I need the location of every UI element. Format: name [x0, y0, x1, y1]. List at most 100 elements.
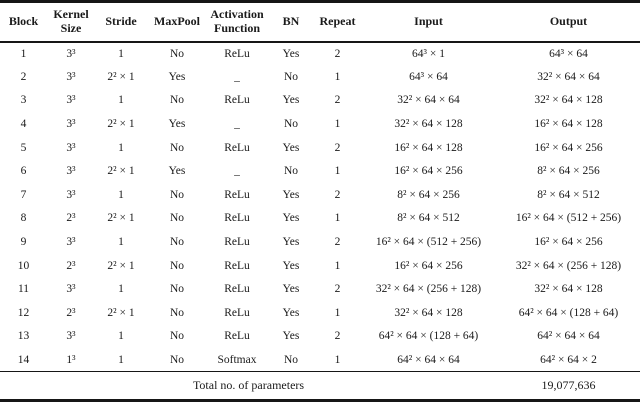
cell-input: 32² × 64 × (256 + 128): [375, 283, 482, 296]
cell-repeat: 1: [334, 306, 341, 319]
cell-repeat: 1: [334, 118, 341, 131]
cell-input: 64³ × 1: [412, 47, 445, 60]
cell-maxpool: Yes: [168, 70, 186, 83]
cell-activation-function: ReLu: [224, 259, 250, 272]
cell-repeat: 2: [334, 283, 341, 296]
cell-bn: Yes: [282, 306, 300, 319]
table-row: 14 1³ 1 No Softmax No 1 64² × 64 × 64 64² × 64 ×…: [0, 348, 640, 372]
cell-input: 8² × 64 × 512: [397, 212, 460, 225]
cell-maxpool: No: [169, 212, 185, 225]
column-header-block: Block: [0, 1, 47, 43]
cell-repeat: 2: [334, 141, 341, 154]
cell-activation-function: ReLu: [224, 188, 250, 201]
cell-bn: Yes: [282, 47, 300, 60]
column-header-input: Input: [360, 1, 497, 43]
header-row: Block Kernel Size Stride MaxPool Activat…: [0, 1, 640, 43]
column-header-maxpool: MaxPool: [147, 1, 207, 43]
cell-maxpool: No: [169, 188, 185, 201]
table-row: 9 3³ 1 No ReLu Yes 2 16² × 64 × (512 + 256) 16² …: [0, 230, 640, 254]
cell-input: 64² × 64 × 64: [397, 353, 460, 366]
table-row: 2 3³ 2² × 1 Yes _ No 1 64³ × 64 32² × 64 × 64: [0, 65, 640, 89]
table-row: 10 2³ 2² × 1 No ReLu Yes 1 16² × 64 × 256 32² × …: [0, 254, 640, 278]
cell-bn: Yes: [282, 94, 300, 107]
cell-kernel-size: 3³: [66, 141, 76, 154]
cell-repeat: 2: [334, 188, 341, 201]
cell-stride: 1: [118, 236, 124, 249]
cell-block: 2: [20, 70, 27, 83]
cell-kernel-size: 3³: [66, 236, 76, 249]
cell-block: 6: [20, 165, 27, 178]
cell-block: 13: [17, 330, 30, 343]
cell-repeat: 2: [334, 47, 341, 60]
table-row: 12 2³ 2² × 1 No ReLu Yes 1 32² × 64 × 128 64² × …: [0, 301, 640, 325]
cell-maxpool: No: [169, 141, 185, 154]
column-header-bn: BN: [267, 1, 315, 43]
cell-output: 32² × 64 × 64: [537, 70, 600, 83]
cell-stride: 2² × 1: [107, 70, 135, 83]
cell-stride: 2² × 1: [107, 259, 135, 272]
table-header: Block Kernel Size Stride MaxPool Activat…: [0, 1, 640, 43]
cell-stride: 1: [118, 47, 124, 60]
cell-block: 8: [20, 212, 27, 225]
cell-maxpool: No: [169, 259, 185, 272]
cell-block: 10: [17, 259, 30, 272]
table-row: 13 3³ 1 No ReLu Yes 2 64² × 64 × (128 + 64) 64² …: [0, 325, 640, 349]
cell-activation-function: Softmax: [217, 353, 257, 366]
table-row: 1 3³ 1 No ReLu Yes 2 64³ × 1 64³ × 64: [0, 42, 640, 66]
cell-bn: No: [283, 118, 299, 131]
cell-block: 5: [20, 141, 27, 154]
cell-kernel-size: 2³: [66, 306, 76, 319]
cell-maxpool: Yes: [168, 165, 186, 178]
cell-bn: Yes: [282, 188, 300, 201]
cell-maxpool: No: [169, 94, 185, 107]
cell-output: 32² × 64 × 128: [534, 94, 603, 107]
cell-block: 12: [17, 306, 30, 319]
cell-input: 16² × 64 × 128: [394, 141, 463, 154]
column-header-kernel-size: Kernel Size: [47, 1, 95, 43]
cell-bn: No: [283, 165, 299, 178]
cell-bn: Yes: [282, 141, 300, 154]
column-header-output: Output: [497, 1, 640, 43]
cell-output: 64² × 64 × (128 + 64): [518, 306, 619, 319]
cell-maxpool: No: [169, 47, 185, 60]
cell-activation-function: ReLu: [224, 141, 250, 154]
cell-activation-function: _: [234, 118, 240, 131]
cell-repeat: 1: [334, 70, 341, 83]
cell-block: 11: [17, 283, 30, 296]
cell-kernel-size: 3³: [66, 47, 76, 60]
cell-block: 7: [20, 188, 27, 201]
table-row: 4 3³ 2² × 1 Yes _ No 1 32² × 64 × 128 16² × 64 ×…: [0, 112, 640, 136]
cell-kernel-size: 3³: [66, 283, 76, 296]
cell-block: 3: [20, 94, 27, 107]
cell-activation-function: _: [234, 70, 240, 83]
cell-bn: Yes: [282, 212, 300, 225]
cell-output: 16² × 64 × 128: [534, 118, 603, 131]
cell-repeat: 1: [334, 212, 341, 225]
cell-maxpool: No: [169, 353, 185, 366]
cell-output: 16² × 64 × 256: [534, 141, 603, 154]
column-header-stride: Stride: [95, 1, 147, 43]
cell-output: 16² × 64 × 256: [534, 236, 603, 249]
cell-stride: 2² × 1: [107, 118, 135, 131]
cell-stride: 1: [118, 283, 124, 296]
cell-activation-function: ReLu: [224, 94, 250, 107]
cell-input: 64³ × 64: [409, 70, 448, 83]
cell-output: 64² × 64 × 64: [537, 330, 600, 343]
architecture-table: Block Kernel Size Stride MaxPool Activat…: [0, 0, 640, 403]
cell-activation-function: ReLu: [224, 283, 250, 296]
column-header-activation-function: Activation Function: [207, 1, 267, 43]
cell-input: 8² × 64 × 256: [397, 188, 460, 201]
cell-output: 8² × 64 × 512: [537, 188, 600, 201]
cell-stride: 1: [118, 330, 124, 343]
cell-input: 64² × 64 × (128 + 64): [378, 330, 479, 343]
cell-stride: 2² × 1: [107, 212, 135, 225]
cell-output: 32² × 64 × (256 + 128): [515, 259, 622, 272]
cell-repeat: 2: [334, 94, 341, 107]
cell-maxpool: No: [169, 330, 185, 343]
cell-kernel-size: 3³: [66, 70, 76, 83]
cell-stride: 1: [118, 141, 124, 154]
cell-stride: 1: [118, 188, 124, 201]
cell-kernel-size: 3³: [66, 188, 76, 201]
cell-input: 16² × 64 × (512 + 256): [375, 236, 482, 249]
